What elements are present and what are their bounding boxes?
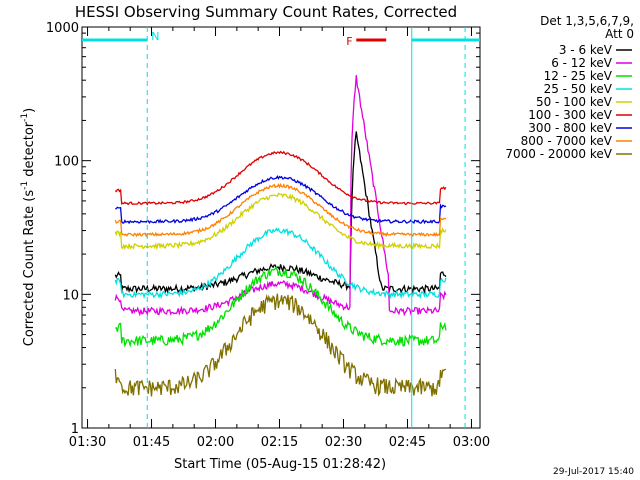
legend-label-8: 800 - 7000 keV xyxy=(521,134,613,148)
legend-label-4: 25 - 50 keV xyxy=(544,82,613,96)
series-line-5 xyxy=(114,192,447,251)
x-tick-label: 02:45 xyxy=(389,435,426,450)
legend-label-3: 12 - 25 keV xyxy=(544,69,613,83)
y-axis-label-sup2: -1 xyxy=(20,113,30,122)
series-line-1 xyxy=(114,131,447,295)
legend-label-9: 7000 - 20000 keV xyxy=(505,147,612,161)
legend-label-7: 300 - 800 keV xyxy=(528,121,612,135)
series-line-9 xyxy=(114,293,447,397)
x-tick-label: 03:00 xyxy=(453,435,490,450)
annotation-label-1: N xyxy=(151,30,159,43)
series-line-2 xyxy=(114,75,447,317)
y-axis-label: Corrected Count Rate (s-1 detector-1) xyxy=(20,108,37,346)
y-tick-label: 1 xyxy=(71,422,79,437)
y-axis-label-end: ) xyxy=(22,108,37,113)
y-tick-label: 1000 xyxy=(46,21,79,36)
y-axis-label-main: Corrected Count Rate (s xyxy=(22,190,37,347)
legend-label-2: 6 - 12 keV xyxy=(551,56,613,70)
plot-area: 1 10 100 1000 01:30 01:45 02:00 02:15 02:30 02:45… xyxy=(46,21,490,450)
y-axis-label-mid: detector xyxy=(22,121,37,181)
y-tick-label: 100 xyxy=(54,155,79,170)
series-line-7 xyxy=(115,175,447,225)
x-tick-label: 02:15 xyxy=(261,435,298,450)
legend-label-1: 3 - 6 keV xyxy=(559,43,613,57)
series-line-8 xyxy=(114,182,447,238)
chart-title: HESSI Observing Summary Count Rates, Cor… xyxy=(75,3,457,21)
series-line-4 xyxy=(114,227,447,300)
series-line-6 xyxy=(114,150,447,206)
x-axis-label: Start Time (05-Aug-15 01:28:42) xyxy=(174,457,386,472)
series-line-3 xyxy=(115,265,447,348)
footer-date: 29-Jul-2017 15:40 xyxy=(553,467,634,477)
x-tick-label: 01:30 xyxy=(69,435,106,450)
plot-frame xyxy=(81,26,481,429)
legend-header-detectors: Det 1,3,5,6,7,9, xyxy=(540,14,634,28)
x-tick-label: 01:45 xyxy=(133,435,170,450)
x-tick-label: 02:30 xyxy=(325,435,362,450)
x-tick-label: 02:00 xyxy=(197,435,234,450)
y-axis-label-sup1: -1 xyxy=(20,181,30,190)
legend-label-6: 100 - 300 keV xyxy=(528,108,612,122)
y-tick-label: 10 xyxy=(62,288,79,303)
annotation-label-3: F xyxy=(346,35,352,48)
legend-header-attenuator: Att 0 xyxy=(605,27,634,41)
legend-label-5: 50 - 100 keV xyxy=(536,95,613,109)
